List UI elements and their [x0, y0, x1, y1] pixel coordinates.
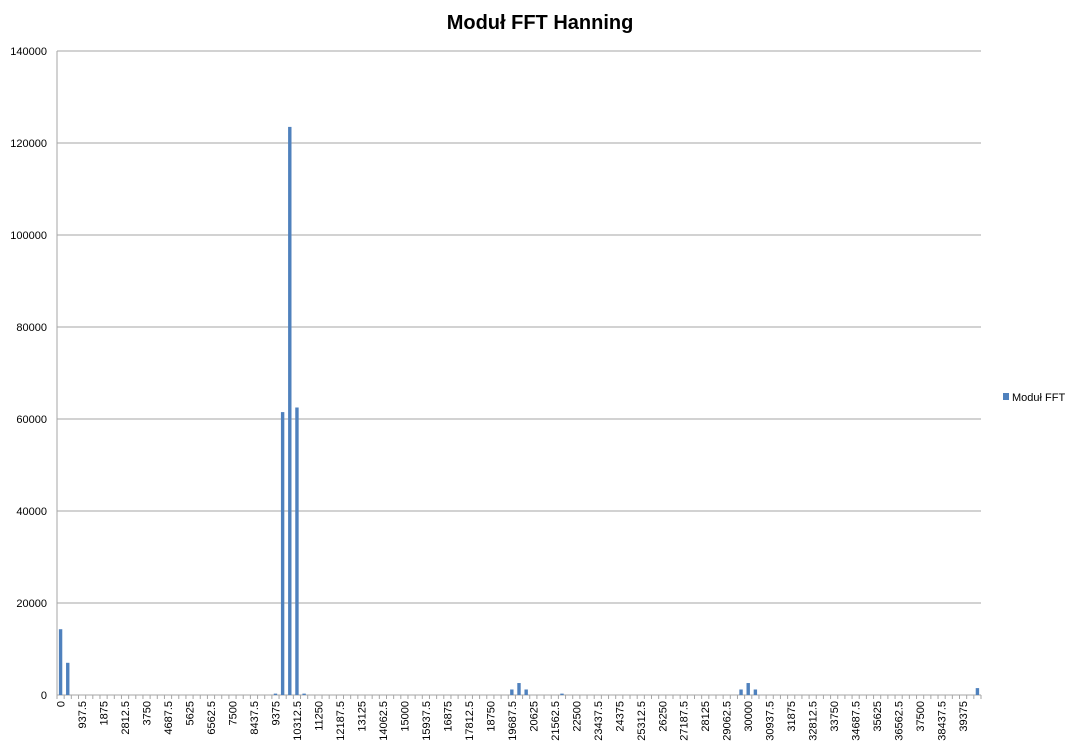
- x-tick-label: 2812.5: [120, 701, 132, 735]
- x-tick-label: 34687.5: [851, 701, 863, 741]
- x-tick-label: 937.5: [77, 701, 89, 729]
- x-tick-label: 0: [56, 701, 68, 707]
- y-tick-label: 100000: [10, 230, 47, 242]
- x-tick-label: 19687.5: [507, 701, 519, 741]
- bar: [280, 412, 285, 695]
- bar: [517, 683, 521, 695]
- y-tick-label: 140000: [10, 46, 47, 58]
- x-tick-label: 5625: [185, 701, 197, 725]
- x-tick-label: 25312.5: [636, 701, 648, 741]
- x-tick-label: 12187.5: [335, 701, 347, 741]
- x-tick-label: 39375: [958, 701, 970, 732]
- x-tick-label: 35625: [872, 701, 884, 732]
- x-tick-label: 15000: [399, 701, 411, 732]
- x-tick-label: 13125: [356, 701, 368, 732]
- legend-label: Moduł FFT: [1012, 392, 1065, 404]
- bar: [560, 693, 564, 695]
- x-tick-label: 30937.5: [765, 701, 777, 741]
- x-tick-label: 6562.5: [206, 701, 218, 735]
- x-tick-label: 15937.5: [421, 701, 433, 741]
- bar: [524, 689, 528, 695]
- y-tick-label: 80000: [16, 322, 47, 334]
- x-tick-label: 38437.5: [937, 701, 949, 741]
- x-tick-label: 27187.5: [679, 701, 691, 741]
- x-tick-label: 32812.5: [808, 701, 820, 741]
- y-tick-label: 120000: [10, 138, 47, 150]
- x-tick-label: 26250: [657, 701, 669, 732]
- x-tick-label: 3750: [142, 701, 154, 725]
- y-tick-label: 20000: [16, 598, 47, 610]
- chart-title: Moduł FFT Hanning: [447, 12, 634, 34]
- bar: [288, 126, 292, 695]
- x-tick-label: 37500: [915, 701, 927, 732]
- x-tick-label: 30000: [743, 701, 755, 732]
- y-tick-label: 60000: [16, 414, 47, 426]
- bar: [58, 629, 63, 695]
- x-tick-label: 4687.5: [163, 701, 175, 735]
- bar: [746, 683, 750, 695]
- x-tick-label: 21562.5: [550, 701, 562, 741]
- x-tick-label: 20625: [528, 701, 540, 732]
- x-tick-label: 22500: [571, 701, 583, 732]
- x-tick-label: 18750: [485, 701, 497, 732]
- bar: [975, 688, 980, 695]
- legend-swatch: [1003, 393, 1009, 400]
- x-tick-label: 1875: [99, 701, 111, 725]
- x-tick-label: 24375: [614, 701, 626, 732]
- bar: [295, 407, 299, 695]
- bar: [510, 689, 514, 695]
- bar: [273, 693, 278, 695]
- x-tick-label: 9375: [270, 701, 282, 725]
- x-tick-label: 7500: [227, 701, 239, 725]
- x-tick-label: 17812.5: [464, 701, 476, 741]
- x-tick-label: 29062.5: [722, 701, 734, 741]
- x-tick-label: 11250: [313, 701, 325, 731]
- bar: [753, 689, 758, 695]
- x-tick-label: 28125: [700, 701, 712, 732]
- x-tick-label: 14062.5: [378, 701, 390, 741]
- x-tick-label: 33750: [829, 701, 841, 732]
- x-tick-label: 23437.5: [593, 701, 605, 741]
- bar: [302, 693, 306, 695]
- x-tick-label: 10312.5: [292, 701, 304, 741]
- bar: [66, 662, 70, 695]
- y-tick-label: 0: [41, 690, 47, 702]
- bar: [739, 689, 743, 695]
- x-tick-label: 8437.5: [249, 701, 261, 735]
- x-tick-label: 31875: [786, 701, 798, 732]
- x-tick-label: 16875: [442, 701, 454, 732]
- x-tick-label: 36562.5: [894, 701, 906, 741]
- y-tick-label: 40000: [16, 506, 47, 518]
